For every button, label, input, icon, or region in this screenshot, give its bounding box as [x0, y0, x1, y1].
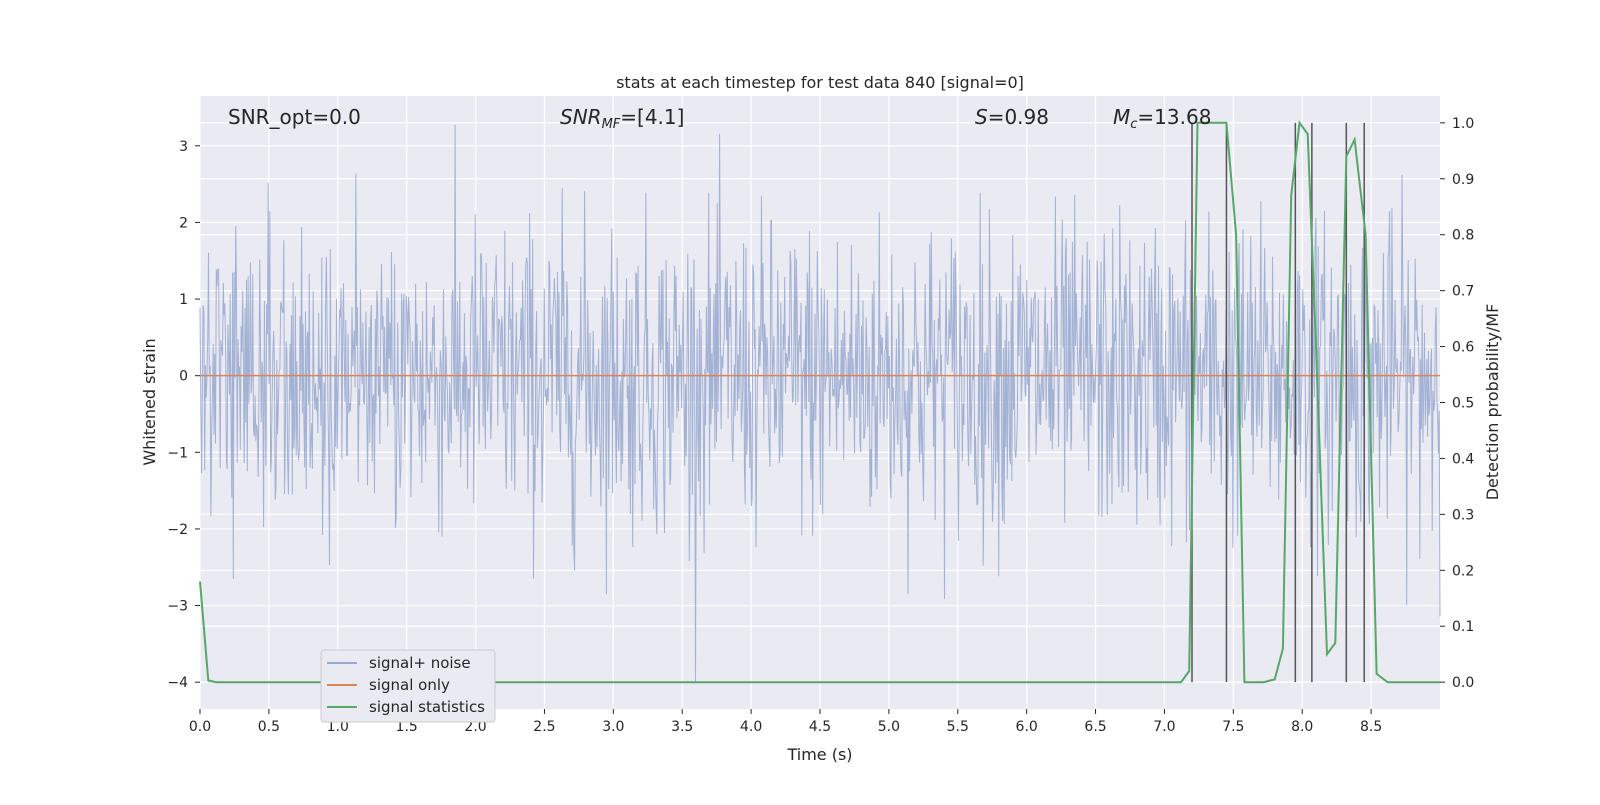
x-tick-label: 1.5 — [396, 719, 418, 735]
y2-tick-label: 0.9 — [1452, 172, 1474, 188]
y-axis-ticks: −4 −3 −2 −1 0 1 2 3 — [167, 139, 200, 691]
x-tick-label: 1.0 — [327, 719, 349, 735]
y2-axis-ticks: 0.0 0.1 0.2 0.3 0.4 0.5 0.6 0.7 0.8 0.9 1.0 — [1440, 116, 1474, 691]
x-tick-label: 0.5 — [258, 719, 280, 735]
x-tick-label: 2.0 — [464, 719, 486, 735]
y2-tick-label: 0.2 — [1452, 563, 1474, 579]
signal-plus-noise-series — [199, 124, 1441, 683]
snr-opt-annotation: SNR_opt=0.0 — [228, 105, 361, 129]
y2-tick-label: 0.5 — [1452, 396, 1474, 412]
s-annotation: S=0.98 — [975, 105, 1049, 129]
y-tick-label: 0 — [179, 369, 188, 385]
x-tick-label: 0.0 — [189, 719, 211, 735]
x-axis-ticks: 0.0 0.5 1.0 1.5 2.0 2.5 3.0 3.5 4.0 4.5 5.0 5.5 6.0 6… — [189, 709, 1382, 735]
x-tick-label: 7.5 — [1222, 719, 1244, 735]
y-tick-label: 2 — [179, 215, 188, 231]
y-tick-label: −4 — [167, 675, 188, 691]
y2-tick-label: 0.3 — [1452, 507, 1474, 523]
signal-plus-noise-line — [199, 124, 1441, 683]
x-tick-label: 8.5 — [1360, 719, 1382, 735]
y2-tick-label: 0.4 — [1452, 451, 1474, 467]
y2-tick-label: 0.1 — [1452, 619, 1474, 635]
y2-tick-label: 0.6 — [1452, 340, 1474, 356]
y2-axis-label: Detection probability/MF — [1483, 304, 1502, 501]
y2-tick-label: 0.7 — [1452, 284, 1474, 300]
y-axis-label: Whitened strain — [140, 338, 159, 465]
y-tick-label: −1 — [167, 445, 188, 461]
y2-tick-label: 0.0 — [1452, 675, 1474, 691]
x-tick-label: 4.0 — [740, 719, 762, 735]
x-tick-label: 5.0 — [878, 719, 900, 735]
x-tick-label: 3.5 — [671, 719, 693, 735]
y2-tick-label: 1.0 — [1452, 116, 1474, 132]
x-tick-label: 6.5 — [1084, 719, 1106, 735]
x-tick-label: 3.0 — [602, 719, 624, 735]
y-tick-label: −3 — [167, 599, 188, 615]
snr-mf-annotation: SNRMF=[4.1] — [560, 105, 684, 132]
y-tick-label: 3 — [179, 139, 188, 155]
x-axis-label: Time (s) — [786, 745, 852, 764]
x-tick-label: 4.5 — [809, 719, 831, 735]
y2-tick-label: 0.8 — [1452, 228, 1474, 244]
x-tick-label: 8.0 — [1291, 719, 1313, 735]
legend-box — [320, 649, 496, 723]
y-tick-label: −2 — [167, 522, 188, 538]
y-tick-label: 1 — [179, 292, 188, 308]
legend-label-signal-statistics: signal statistics — [369, 698, 485, 716]
mc-annotation: Mc=13.68 — [1113, 105, 1211, 132]
x-tick-label: 6.0 — [1016, 719, 1038, 735]
x-tick-label: 2.5 — [533, 719, 555, 735]
chart-title: stats at each timestep for test data 840… — [616, 73, 1024, 92]
legend-label-signal-only: signal only — [369, 676, 450, 694]
legend: signal+ noise signal only signal statist… — [320, 649, 496, 723]
x-tick-label: 5.5 — [947, 719, 969, 735]
legend-label-signal-plus-noise: signal+ noise — [369, 654, 471, 672]
x-tick-label: 7.0 — [1153, 719, 1175, 735]
